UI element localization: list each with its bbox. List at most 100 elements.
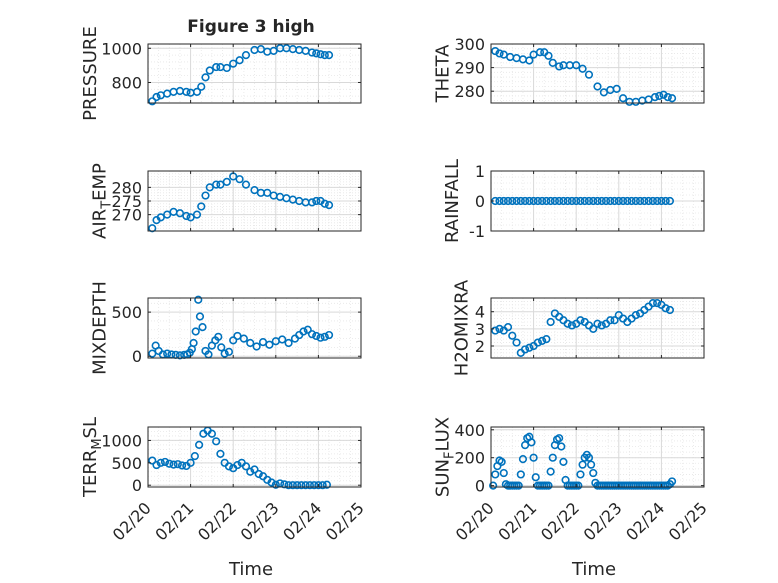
data-point [544, 481, 553, 490]
data-point [229, 59, 238, 68]
y-tick-label: 1000 [101, 39, 142, 58]
data-point [653, 196, 662, 206]
data-point [612, 84, 621, 93]
data-point [555, 62, 564, 71]
data-point [220, 349, 229, 358]
data-point [584, 70, 594, 79]
data-point [252, 342, 261, 351]
x-tick-label: 02/22 [537, 498, 583, 544]
data-point [597, 196, 606, 206]
y-tick-label: 0 [475, 477, 485, 496]
data-point [265, 340, 274, 349]
data-point [495, 49, 504, 58]
data-point [324, 51, 334, 60]
data-point [316, 50, 325, 59]
data-point [148, 456, 157, 465]
data-point [322, 480, 332, 489]
data-point [631, 311, 640, 320]
data-point [499, 196, 508, 206]
data-point [205, 183, 214, 192]
data-point [548, 453, 557, 462]
data-point [267, 478, 276, 487]
data-point [618, 94, 628, 103]
data-point [525, 343, 534, 352]
data-point [563, 319, 572, 328]
data-point [614, 196, 623, 206]
data-point [667, 94, 677, 103]
y-axis-label: RAINFALL [442, 159, 463, 243]
data-point [160, 457, 170, 467]
data-point [169, 460, 178, 469]
data-point [593, 319, 602, 328]
data-point [320, 332, 329, 341]
y-axis-label: H2OMIXRA [452, 279, 473, 376]
y-tick-label: 290 [454, 59, 485, 78]
data-point [618, 196, 628, 206]
data-point [212, 437, 221, 446]
x-tick-label: 02/25 [665, 498, 711, 544]
y-tick-label: 400 [454, 421, 485, 440]
data-point [529, 453, 538, 462]
data-point [152, 92, 161, 102]
data-point [194, 295, 203, 304]
data-point [235, 56, 244, 65]
data-point [663, 92, 672, 102]
data-point [610, 316, 619, 325]
data-point [186, 458, 195, 467]
data-point [623, 196, 632, 206]
y-tick-label: 0 [132, 347, 142, 366]
data-point [297, 481, 306, 490]
data-point [644, 196, 653, 206]
data-point [222, 177, 231, 187]
data-point [546, 467, 555, 476]
data-point [648, 196, 657, 206]
data-point [271, 480, 280, 489]
data-point [512, 196, 521, 206]
data-point [312, 196, 321, 206]
axes-box [490, 426, 705, 488]
data-point [241, 51, 251, 60]
data-point [207, 429, 216, 438]
y-tick-label: 500 [111, 303, 142, 322]
data-point [593, 82, 602, 91]
y-tick-label: 800 [111, 73, 142, 92]
y-tick-label: 280 [111, 178, 142, 197]
data-point [503, 196, 513, 206]
data-point [508, 196, 517, 206]
data-point [301, 481, 310, 490]
x-tick-label: 02/20 [452, 498, 498, 544]
data-point [216, 449, 225, 458]
data-point [533, 338, 542, 347]
data-point [205, 66, 214, 75]
data-point [535, 48, 545, 57]
data-point [190, 452, 199, 461]
data-point [491, 326, 500, 335]
data-point [320, 51, 329, 60]
data-point [201, 191, 210, 200]
data-point [318, 481, 327, 490]
data-point [518, 454, 528, 464]
data-point [280, 480, 289, 489]
y-tick-label: 1 [475, 162, 485, 181]
data-point [559, 457, 568, 466]
data-point [163, 349, 172, 358]
y-tick-label: 300 [454, 35, 485, 54]
data-point [182, 211, 191, 221]
x-tick-label: 02/23 [237, 498, 283, 544]
subplot-rainfall: -1 0 1 RAINFALL [442, 159, 705, 243]
data-point [156, 458, 165, 467]
data-point [580, 196, 589, 206]
y-tick-label: 270 [111, 206, 142, 225]
y-tick-label: 200 [454, 449, 485, 468]
data-point [250, 185, 259, 195]
data-point [191, 327, 200, 336]
data-point [544, 51, 553, 60]
data-point [578, 64, 587, 73]
data-point [578, 460, 587, 469]
data-point [324, 200, 334, 210]
data-point [182, 87, 191, 96]
